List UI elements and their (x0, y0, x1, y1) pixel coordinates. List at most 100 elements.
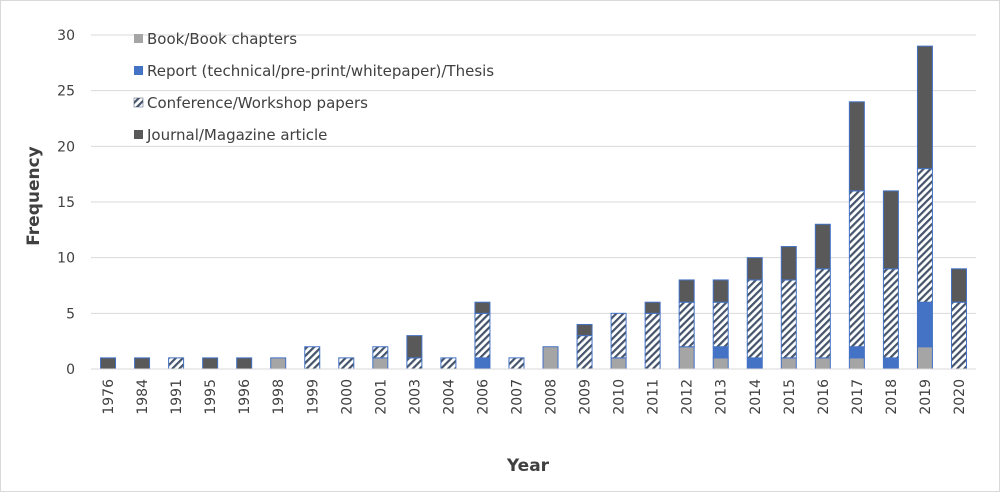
bar-segment (814, 223, 831, 270)
y-tick-label: 15 (57, 195, 75, 211)
bar-segment (406, 357, 423, 370)
legend-swatch (134, 66, 143, 75)
x-tick-label: 2011 (646, 379, 662, 415)
bar-segment (474, 312, 491, 359)
x-tick-label: 2020 (952, 379, 968, 415)
x-tick-label: 1995 (203, 379, 219, 415)
bar-segment (814, 357, 831, 370)
bar-segment (950, 268, 967, 303)
x-tick-label: 1996 (237, 379, 253, 415)
x-tick-label: 2009 (578, 379, 594, 415)
x-tick-label: 1984 (135, 379, 151, 415)
bar-segment (882, 357, 899, 370)
x-tick-label: 2004 (441, 379, 457, 415)
x-tick-label: 2014 (748, 379, 764, 415)
x-tick-label: 2007 (509, 379, 525, 415)
bar-segment (610, 357, 627, 370)
bar-segment (678, 346, 695, 370)
bar-segment (882, 268, 899, 359)
bar-segment (746, 257, 763, 281)
bar-segment (100, 357, 117, 370)
bar-segment (746, 357, 763, 370)
legend-label: Report (technical/pre-print/whitepaper)/… (147, 62, 494, 80)
x-tick-label: 2017 (850, 379, 866, 415)
bar-segment (134, 357, 151, 370)
x-tick-label: 2000 (339, 379, 355, 415)
legend-swatch (134, 130, 143, 139)
bar-segment (440, 357, 457, 370)
x-tick-label: 2015 (782, 379, 798, 415)
bar-segment (474, 357, 491, 370)
legend-swatch (133, 97, 144, 108)
y-tick-label: 0 (66, 362, 75, 378)
x-tick-label: 1999 (305, 379, 321, 415)
x-tick-label: 2013 (714, 379, 730, 415)
y-axis-title: Frequency (24, 146, 44, 246)
bar-segment (780, 357, 797, 370)
x-tick-label: 2010 (612, 379, 628, 415)
y-tick-label: 5 (66, 306, 75, 322)
bar-segment (916, 45, 933, 170)
bar-segment (474, 301, 491, 314)
bar-segment (950, 301, 967, 370)
bar-segment (712, 346, 729, 359)
x-tick-label: 2016 (816, 379, 832, 415)
y-tick-label: 10 (57, 251, 75, 267)
bar-segment (202, 357, 219, 370)
bar-segment (576, 335, 593, 370)
bar-segment (814, 268, 831, 359)
bar-segment (712, 279, 729, 303)
bar-segment (712, 301, 729, 348)
bar-segment (372, 357, 389, 370)
bar-segment (168, 357, 185, 370)
bar-segment (610, 312, 627, 359)
bar-segment (678, 279, 695, 303)
x-tick-label: 1998 (271, 379, 287, 415)
bars (100, 45, 967, 370)
bar-segment (576, 323, 593, 337)
bar-segment (644, 301, 661, 314)
bar-segment (916, 301, 933, 348)
bar-segment (270, 357, 287, 370)
x-tick-label: 2018 (884, 379, 900, 415)
legend-label: Journal/Magazine article (146, 126, 327, 144)
bar-segment (644, 312, 661, 370)
bar-segment (678, 301, 695, 348)
legend-label: Book/Book chapters (147, 30, 297, 48)
x-tick-label: 2006 (475, 379, 491, 415)
bar-segment (882, 190, 899, 270)
legend-label: Conference/Workshop papers (147, 94, 368, 112)
x-tick-label: 1991 (169, 379, 185, 415)
bar-segment (508, 357, 525, 370)
bar-segment (916, 168, 933, 303)
bar-segment (916, 346, 933, 370)
bar-segment (304, 346, 321, 370)
y-tick-label: 25 (57, 84, 75, 100)
x-tick-label: 1976 (101, 379, 117, 415)
y-tick-label: 30 (57, 28, 75, 44)
x-axis-title: Year (506, 456, 550, 476)
x-tick-label: 2019 (918, 379, 934, 415)
x-tick-label: 2008 (544, 379, 560, 415)
legend-swatch (134, 34, 143, 43)
y-tick-label: 20 (57, 139, 75, 155)
axes: 0 5 10 15 20 25 30 1976 1984 1991 1995 1996 1998 1999… (57, 28, 976, 415)
bar-segment (848, 357, 865, 370)
bar-segment (848, 190, 865, 348)
bar-segment (848, 101, 865, 192)
bar-segment (780, 246, 797, 281)
bar-segment (406, 335, 423, 359)
x-tick-label: 2003 (407, 379, 423, 415)
x-tick-label: 2012 (680, 379, 696, 415)
bar-segment (372, 346, 389, 359)
bar-segment (712, 357, 729, 370)
x-tick-label: 2001 (373, 379, 389, 415)
bar-segment (848, 346, 865, 359)
bar-segment (542, 346, 559, 370)
bar-segment (780, 279, 797, 359)
bar-segment (236, 357, 253, 370)
bar-segment (746, 279, 763, 359)
legend: Book/Book chapters Report (technical/pre-… (133, 30, 494, 144)
